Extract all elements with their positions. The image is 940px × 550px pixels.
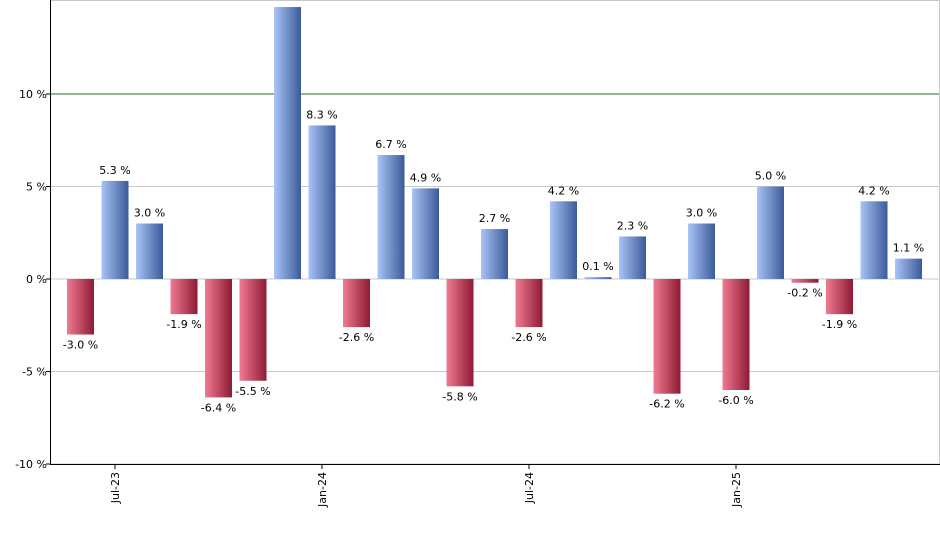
bar-2	[101, 180, 129, 279]
data-label-24: 4.2 %	[858, 184, 889, 197]
data-label-9: -2.6 %	[339, 331, 374, 344]
data-label-14: -2.6 %	[511, 331, 546, 344]
x-tick-label: Jul-23	[109, 472, 122, 504]
y-tick-label: -5 %	[22, 366, 47, 379]
data-label-1: -3.0 %	[63, 339, 98, 352]
bar-10	[377, 155, 405, 279]
data-label-25: 1.1 %	[893, 242, 924, 255]
data-label-15: 4.2 %	[548, 184, 579, 197]
bar-8	[308, 125, 336, 279]
data-label-10: 6.7 %	[375, 138, 406, 151]
data-label-18: -6.2 %	[649, 398, 684, 411]
y-tick-label: 0 %	[26, 273, 47, 286]
bar-9	[343, 279, 370, 328]
bar-3	[136, 223, 163, 279]
data-label-19: 3.0 %	[686, 207, 717, 220]
x-tick-label: Jan-24	[316, 472, 329, 508]
data-label-7: 14.7 %	[268, 0, 306, 3]
data-label-5: -6.4 %	[201, 401, 236, 414]
bar-25	[895, 258, 922, 279]
bar-18	[653, 279, 681, 394]
data-label-12: -5.8 %	[442, 390, 477, 403]
bar-22	[791, 279, 819, 283]
y-tick-label: 5 %	[26, 181, 47, 194]
data-label-21: 5.0 %	[755, 170, 786, 183]
x-tick-label: Jul-24	[523, 472, 536, 504]
bar-13	[481, 229, 508, 279]
bars	[67, 7, 922, 398]
bar-17	[619, 236, 646, 279]
data-label-17: 2.3 %	[617, 219, 648, 232]
data-label-11: 4.9 %	[410, 171, 441, 184]
data-label-20: -6.0 %	[718, 394, 753, 407]
bar-19	[688, 223, 715, 279]
data-label-23: -1.9 %	[822, 318, 857, 331]
bar-16	[584, 277, 612, 279]
data-label-8: 8.3 %	[306, 108, 337, 121]
bar-4	[170, 279, 198, 315]
data-label-6: -5.5 %	[235, 385, 270, 398]
bar-7	[274, 7, 301, 280]
bar-1	[67, 279, 94, 335]
y-tick-label: -10 %	[15, 458, 47, 471]
data-labels: -3.0 % 5.3 % 3.0 % -1.9 % -6.4 % -5.5 % 14.7 %…	[63, 0, 924, 414]
bar-15	[550, 201, 577, 279]
data-label-3: 3.0 %	[134, 207, 165, 220]
bar-6	[239, 279, 267, 381]
bar-14	[515, 279, 543, 328]
bar-24	[860, 201, 888, 279]
bar-21	[757, 186, 784, 279]
data-label-16: 0.1 %	[582, 260, 613, 273]
data-label-22: -0.2 %	[787, 287, 822, 300]
bar-11	[412, 188, 439, 279]
data-label-2: 5.3 %	[99, 164, 130, 177]
bar-23	[826, 279, 853, 315]
bar-20	[722, 279, 750, 390]
x-tick-label: Jan-25	[730, 472, 743, 508]
data-label-4: -1.9 %	[166, 318, 201, 331]
bar-5	[205, 279, 232, 398]
data-label-13: 2.7 %	[479, 212, 510, 225]
axes: -10 % -5 % 0 % 5 % 10 % Jul-23 Jan-24 Jul-24 Jan…	[15, 0, 940, 508]
y-tick-label: 10 %	[19, 88, 47, 101]
bar-12	[446, 279, 474, 387]
